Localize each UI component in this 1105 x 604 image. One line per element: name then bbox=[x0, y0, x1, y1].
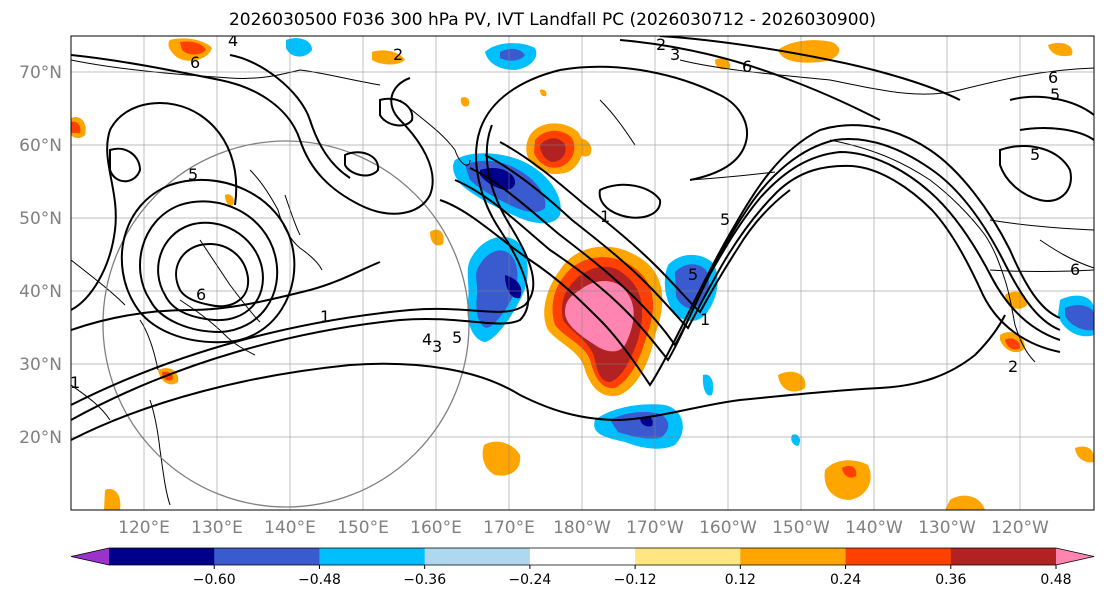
contour-label: 1 bbox=[700, 310, 710, 329]
lon-label: 160°W bbox=[699, 518, 757, 538]
contour-label: 5 bbox=[1030, 145, 1040, 164]
colorbar-tick-label: 0.12 bbox=[725, 572, 756, 588]
contour-label: 5 bbox=[452, 328, 462, 347]
contour-label: 5 bbox=[720, 210, 730, 229]
plot-area: 2 6 4 3 2 6 6 5 1 5 5 1 4 3 5 6 1 2 1 5 … bbox=[70, 31, 1094, 510]
lat-label: 30°N bbox=[19, 355, 62, 375]
range-circle bbox=[102, 140, 470, 508]
colorbar-tick-label: 0.48 bbox=[1040, 572, 1071, 588]
colorbar-segment bbox=[529, 548, 636, 565]
lon-label: 120°W bbox=[991, 518, 1049, 538]
contour-label: 2 bbox=[656, 35, 666, 54]
colorbar-tick-label: −0.48 bbox=[298, 572, 341, 588]
contour-label: 3 bbox=[432, 337, 442, 356]
colorbar-segment bbox=[635, 548, 741, 565]
colorbar-segment bbox=[740, 548, 847, 565]
lon-label: 140°E bbox=[264, 518, 316, 538]
lon-label: 180°W bbox=[553, 518, 611, 538]
lon-label: 120°E bbox=[118, 518, 170, 538]
contour-label: 2 bbox=[1008, 357, 1018, 376]
colorbar: −0.60 −0.48 −0.36 −0.24 −0.12 0.12 0.24 0.36 0.4… bbox=[70, 547, 1095, 588]
contour-label: 4 bbox=[422, 330, 432, 349]
contour-layer bbox=[71, 36, 1094, 441]
contour-label: 6 bbox=[196, 285, 206, 304]
colorbar-tick-label: −0.60 bbox=[193, 572, 236, 588]
colorbar-segment bbox=[214, 548, 320, 565]
gridlines bbox=[71, 36, 1094, 510]
plot-frame bbox=[70, 35, 1095, 511]
colorbar-tick-label: −0.24 bbox=[508, 572, 551, 588]
contour-label: 3 bbox=[670, 45, 680, 64]
colorbar-segment bbox=[845, 548, 952, 565]
colorbar-tick-label: −0.12 bbox=[614, 572, 657, 588]
lat-label: 40°N bbox=[19, 282, 62, 302]
colorbar-extend-low bbox=[71, 548, 109, 565]
colorbar-tick-label: 0.36 bbox=[935, 572, 966, 588]
contour-label: 1 bbox=[600, 207, 610, 226]
colorbar-tick-label: 0.24 bbox=[830, 572, 861, 588]
contour-label: 6 bbox=[190, 53, 200, 72]
contour-label: 5 bbox=[688, 265, 698, 284]
lon-label: 130°W bbox=[918, 518, 976, 538]
lat-label: 70°N bbox=[19, 63, 62, 83]
lat-label: 50°N bbox=[19, 209, 62, 229]
contour-label: 6 bbox=[742, 57, 752, 76]
lat-label: 60°N bbox=[19, 136, 62, 156]
lon-label: 170°W bbox=[626, 518, 684, 538]
contour-label: 5 bbox=[1050, 85, 1060, 104]
colorbar-segment bbox=[950, 548, 1057, 565]
lon-label: 140°W bbox=[845, 518, 903, 538]
shading-layer bbox=[71, 38, 1094, 510]
lon-axis: 120°E 130°E 140°E 150°E 160°E 170°E 180°… bbox=[118, 518, 1049, 538]
lat-label: 20°N bbox=[19, 428, 62, 448]
lon-label: 150°E bbox=[337, 518, 389, 538]
colorbar-outline bbox=[70, 547, 1095, 566]
contour-labels: 2 6 4 3 2 6 6 5 1 5 5 1 4 3 5 6 1 2 1 5 … bbox=[70, 31, 1080, 392]
colorbar-segment bbox=[424, 548, 531, 565]
lon-label: 160°E bbox=[410, 518, 462, 538]
lon-label: 130°E bbox=[191, 518, 243, 538]
lon-label: 150°W bbox=[772, 518, 830, 538]
contour-label: 2 bbox=[393, 45, 403, 64]
contour-label: 6 bbox=[1070, 260, 1080, 279]
colorbar-segment bbox=[109, 548, 215, 565]
contour-label: 1 bbox=[70, 373, 80, 392]
colorbar-segment bbox=[319, 548, 426, 565]
chart-title: 2026030500 F036 300 hPa PV, IVT Landfall… bbox=[228, 10, 876, 30]
colorbar-tick-label: −0.36 bbox=[403, 572, 446, 588]
contour-label: 4 bbox=[228, 31, 238, 50]
lon-label: 170°E bbox=[483, 518, 535, 538]
lat-axis: 70°N 60°N 50°N 40°N 30°N 20°N bbox=[19, 63, 62, 448]
colorbar-extend-high bbox=[1056, 548, 1094, 565]
contour-label: 1 bbox=[320, 307, 330, 326]
contour-label: 5 bbox=[188, 165, 198, 184]
contour-label: 6 bbox=[1048, 68, 1058, 87]
